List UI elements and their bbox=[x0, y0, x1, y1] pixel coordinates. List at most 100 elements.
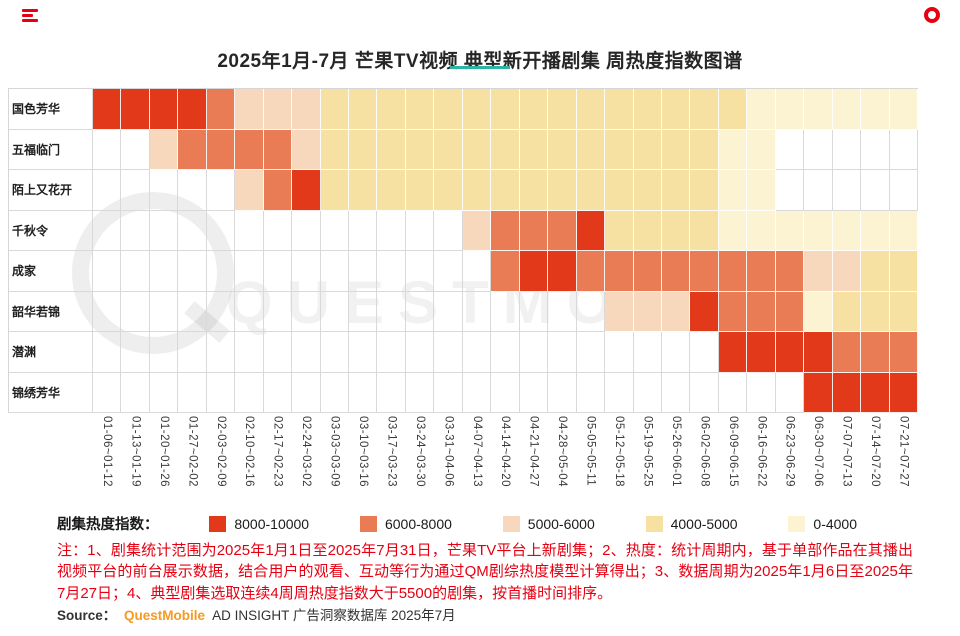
heatmap-cell bbox=[178, 89, 207, 130]
heatmap-cell-empty bbox=[519, 291, 549, 332]
heatmap-cell-empty bbox=[747, 372, 776, 413]
heatmap-cell bbox=[548, 251, 577, 292]
heatmap-cell bbox=[747, 89, 776, 130]
heatmap-cell-empty bbox=[690, 332, 719, 373]
heatmap-cell bbox=[462, 129, 492, 170]
heatmap-cell bbox=[747, 291, 776, 332]
heatmap-cell-empty bbox=[434, 251, 463, 292]
heatmap-cell-empty bbox=[775, 170, 805, 211]
heatmap-cell bbox=[661, 291, 691, 332]
heatmap-cell-empty bbox=[462, 251, 492, 292]
heatmap-cell bbox=[633, 129, 662, 170]
x-axis-label: 06-16~06-22 bbox=[755, 416, 768, 488]
heatmap-cell-empty bbox=[576, 291, 606, 332]
heatmap-cell-empty bbox=[206, 291, 236, 332]
legend-item: 8000-10000 bbox=[209, 515, 309, 532]
heatmap-cell bbox=[519, 251, 549, 292]
heatmap-cell-empty bbox=[576, 332, 606, 373]
heatmap-cell bbox=[491, 89, 520, 130]
heatmap-cell bbox=[747, 251, 776, 292]
heatmap-cell-empty bbox=[235, 210, 264, 251]
heatmap-cell bbox=[263, 89, 293, 130]
heatmap-cell bbox=[889, 372, 918, 413]
heatmap-cell bbox=[434, 170, 463, 211]
heatmap-cell-empty bbox=[405, 210, 435, 251]
heatmap-cell bbox=[292, 129, 321, 170]
heatmap-cell bbox=[633, 251, 662, 292]
heatmap-cell bbox=[889, 332, 918, 373]
heatmap-cell-empty bbox=[206, 210, 236, 251]
heatmap-cell bbox=[633, 89, 662, 130]
heatmap-cell-empty bbox=[775, 129, 805, 170]
heatmap-cell-empty bbox=[605, 332, 634, 373]
mark-bar bbox=[22, 19, 38, 22]
heatmap-cell-empty bbox=[661, 332, 691, 373]
heatmap-cell-empty bbox=[93, 291, 122, 332]
heatmap-cell bbox=[605, 291, 634, 332]
heatmap-cell-empty bbox=[149, 372, 179, 413]
x-axis-label: 02-10~02-16 bbox=[243, 416, 256, 488]
heatmap-cell-empty bbox=[462, 332, 492, 373]
legend-swatch bbox=[502, 515, 520, 532]
heatmap-cell bbox=[263, 170, 293, 211]
heatmap-cell bbox=[832, 332, 862, 373]
legend-item: 6000-8000 bbox=[359, 515, 452, 532]
heatmap-cell bbox=[832, 291, 862, 332]
x-axis-label: 07-21~07-27 bbox=[897, 416, 910, 488]
heatmap-cell-empty bbox=[320, 332, 350, 373]
heatmap-cell bbox=[747, 170, 776, 211]
heatmap-cell-empty bbox=[292, 332, 321, 373]
heatmap-cell-empty bbox=[405, 332, 435, 373]
heatmap-cell-empty bbox=[661, 372, 691, 413]
heatmap-cell-empty bbox=[149, 210, 179, 251]
heatmap-cell bbox=[605, 251, 634, 292]
heatmap-cell-empty bbox=[178, 372, 207, 413]
heatmap-cell bbox=[576, 129, 606, 170]
heatmap-cell-empty bbox=[263, 332, 293, 373]
heatmap-cell bbox=[861, 372, 890, 413]
heatmap-cell bbox=[377, 170, 406, 211]
x-axis-label: 04-28~05-04 bbox=[556, 416, 569, 488]
heatmap-cell bbox=[690, 251, 719, 292]
heatmap-cell bbox=[320, 89, 350, 130]
heatmap-cell bbox=[519, 170, 549, 211]
heatmap-cell-empty bbox=[93, 210, 122, 251]
x-axis-label: 02-03~02-09 bbox=[214, 416, 227, 488]
x-axis-label: 06-23~06-29 bbox=[783, 416, 796, 488]
x-axis-label: 03-24~03-30 bbox=[413, 416, 426, 488]
heatmap-cell bbox=[804, 89, 833, 130]
heatmap-cell bbox=[861, 332, 890, 373]
x-axis-label: 07-14~07-20 bbox=[869, 416, 882, 488]
heatmap-cell-empty bbox=[405, 291, 435, 332]
heatmap-cell bbox=[519, 89, 549, 130]
heatmap-cell bbox=[462, 210, 492, 251]
questmobile-ring-icon bbox=[924, 7, 940, 23]
heatmap-cell bbox=[548, 210, 577, 251]
heatmap-cell bbox=[405, 129, 435, 170]
heatmap-cell bbox=[690, 210, 719, 251]
heatmap-cell bbox=[292, 170, 321, 211]
heatmap-cell-empty bbox=[405, 251, 435, 292]
legend-swatch bbox=[788, 515, 806, 532]
heatmap-cell bbox=[206, 129, 236, 170]
x-axis-label: 01-27~02-02 bbox=[186, 416, 199, 488]
heatmap-cell-empty bbox=[832, 129, 862, 170]
heatmap-cell bbox=[775, 251, 805, 292]
heatmap-cell-empty bbox=[434, 332, 463, 373]
heatmap-cell-empty bbox=[320, 210, 350, 251]
legend-title: 剧集热度指数： bbox=[57, 517, 159, 533]
heatmap-cell bbox=[491, 170, 520, 211]
heatmap-cell bbox=[633, 170, 662, 211]
heatmap-cell bbox=[605, 210, 634, 251]
heatmap-cell-empty bbox=[889, 129, 918, 170]
legend-item: 5000-6000 bbox=[502, 515, 595, 532]
heatmap-cell-empty bbox=[377, 210, 406, 251]
heatmap-cell bbox=[548, 170, 577, 211]
heatmap-cell-empty bbox=[206, 372, 236, 413]
row-label: 韶华若锦 bbox=[9, 291, 93, 332]
heatmap-cell bbox=[861, 291, 890, 332]
heatmap-cell bbox=[747, 210, 776, 251]
heatmap-cell-empty bbox=[206, 332, 236, 373]
heatmap-cell bbox=[548, 129, 577, 170]
x-axis-label: 06-30~07-06 bbox=[812, 416, 825, 488]
